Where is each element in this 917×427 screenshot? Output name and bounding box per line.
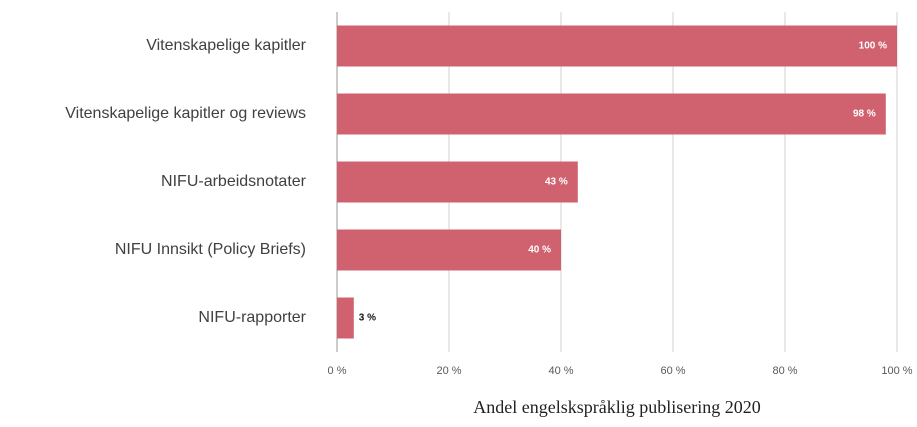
x-tick-label: 20 %	[436, 365, 461, 377]
y-tick-label: NIFU-arbeidsnotater	[161, 173, 307, 190]
y-tick-label: Vitenskapelige kapitler	[146, 37, 306, 54]
y-tick-label: NIFU-rapporter	[198, 309, 306, 326]
bar	[337, 297, 354, 339]
x-tick-label: 40 %	[548, 365, 573, 377]
x-tick-label: 80 %	[772, 365, 797, 377]
bar	[337, 229, 561, 271]
x-axis-label: Andel engelskspråklig publisering 2020	[473, 397, 760, 417]
value-label: 43 %	[545, 177, 568, 188]
x-tick-label: 60 %	[660, 365, 685, 377]
x-tick-label: 100 %	[881, 365, 912, 377]
value-label: 98 %	[853, 109, 876, 120]
value-label: 40 %	[528, 245, 551, 256]
value-label: 3 %	[359, 313, 376, 324]
x-tick-label: 0 %	[328, 365, 347, 377]
y-tick-label: NIFU Innsikt (Policy Briefs)	[115, 241, 306, 258]
y-tick-label: Vitenskapelige kapitler og reviews	[65, 105, 306, 122]
bar	[337, 25, 897, 67]
value-label: 100 %	[859, 41, 887, 52]
bar	[337, 161, 578, 203]
bar	[337, 93, 886, 135]
